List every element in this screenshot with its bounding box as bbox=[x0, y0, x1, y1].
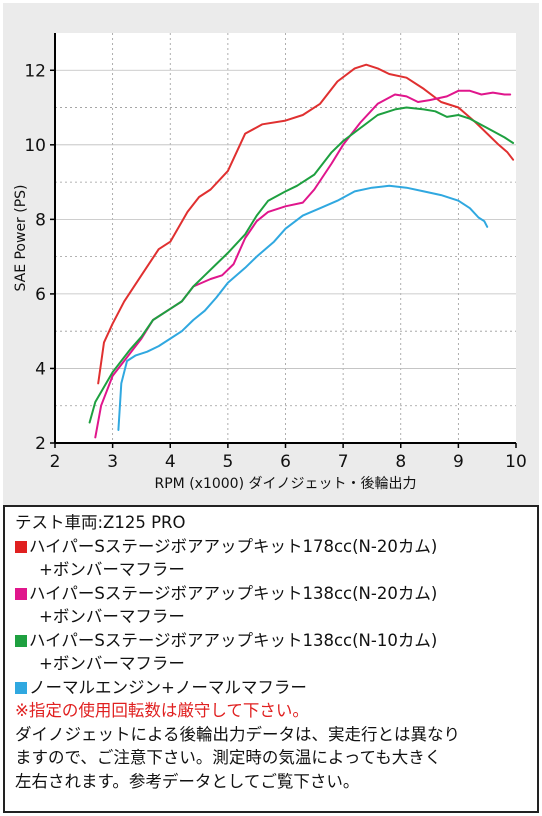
info-panel: テスト車両:Z125 PRO ハイパーSステージボアアップキット178cc(N-… bbox=[3, 507, 539, 813]
y-tick-label: 8 bbox=[35, 210, 46, 230]
test-vehicle-label: テスト車両:Z125 PRO bbox=[15, 513, 186, 532]
x-axis-label: RPM (x1000) ダイノジェット・後輪出力 bbox=[155, 475, 417, 492]
chart-panel: 2 4 6 8 10 12 2 3 4 5 6 7 8 9 10 RPM (x1000) ダイノジェット・後輪… bbox=[3, 3, 539, 507]
legend-label: ハイパーSステージボアアップキット138cc(N-10カム) bbox=[29, 630, 438, 650]
x-tick-label: 2 bbox=[50, 452, 61, 472]
legend-item-178cc-n20: ハイパーSステージボアアップキット178cc(N-20カム) bbox=[15, 535, 539, 559]
x-tick-label: 8 bbox=[395, 452, 406, 472]
legend-label: ハイパーSステージボアアップキット138cc(N-20カム) bbox=[29, 583, 438, 603]
x-tick-label: 9 bbox=[453, 452, 464, 472]
x-tick-label: 4 bbox=[165, 452, 176, 472]
series-line-0 bbox=[97, 63, 515, 385]
x-tick-label: 3 bbox=[107, 452, 118, 472]
y-tick-label: 12 bbox=[24, 61, 46, 81]
y-axis-label: SAE Power (PS) bbox=[13, 184, 29, 291]
legend-sub-label: +ボンバーマフラー bbox=[39, 607, 185, 626]
x-tick-label: 5 bbox=[222, 452, 233, 472]
legend-sub-label: +ボンバーマフラー bbox=[39, 654, 185, 673]
legend-label: ハイパーSステージボアアップキット178cc(N-20カム) bbox=[29, 536, 438, 556]
note-line: ダイノジェットによる後輪出力データは、実走行とは異なり bbox=[15, 724, 461, 744]
legend-item-138cc-n10: ハイパーSステージボアアップキット138cc(N-10カム) bbox=[15, 629, 539, 653]
y-tick-label: 10 bbox=[24, 136, 46, 156]
y-tick-label: 2 bbox=[35, 434, 46, 454]
legend-label: ノーマルエンジン+ノーマルマフラー bbox=[29, 677, 307, 697]
legend-sub-label: +ボンバーマフラー bbox=[39, 560, 185, 579]
legend-swatch-magenta bbox=[15, 587, 27, 600]
series-line-2 bbox=[88, 106, 515, 424]
legend-swatch-green bbox=[15, 634, 27, 647]
series-line-3 bbox=[117, 184, 489, 431]
note-line: 左右されます。参考データとしてご覧下さい。 bbox=[15, 771, 360, 791]
legend-item-138cc-n20: ハイパーSステージボアアップキット138cc(N-20カム) bbox=[15, 582, 539, 606]
x-tick-label: 7 bbox=[338, 452, 349, 472]
legend-swatch-red bbox=[15, 540, 27, 553]
x-tick-label: 10 bbox=[505, 452, 527, 472]
power-chart: 2 4 6 8 10 12 2 3 4 5 6 7 8 9 10 RPM (x1000) ダイノジェット・後輪… bbox=[13, 33, 527, 492]
y-tick-label: 4 bbox=[35, 359, 46, 379]
x-tick-label: 6 bbox=[280, 452, 291, 472]
y-tick-label: 6 bbox=[35, 285, 46, 305]
rpm-warning: ※指定の使用回転数は厳守して下さい。 bbox=[15, 701, 309, 720]
legend-swatch-cyan bbox=[15, 681, 27, 694]
legend-item-normal: ノーマルエンジン+ノーマルマフラー bbox=[15, 676, 539, 700]
note-line: ますので、ご注意下さい。測定時の気温によっても大きく bbox=[15, 748, 442, 767]
